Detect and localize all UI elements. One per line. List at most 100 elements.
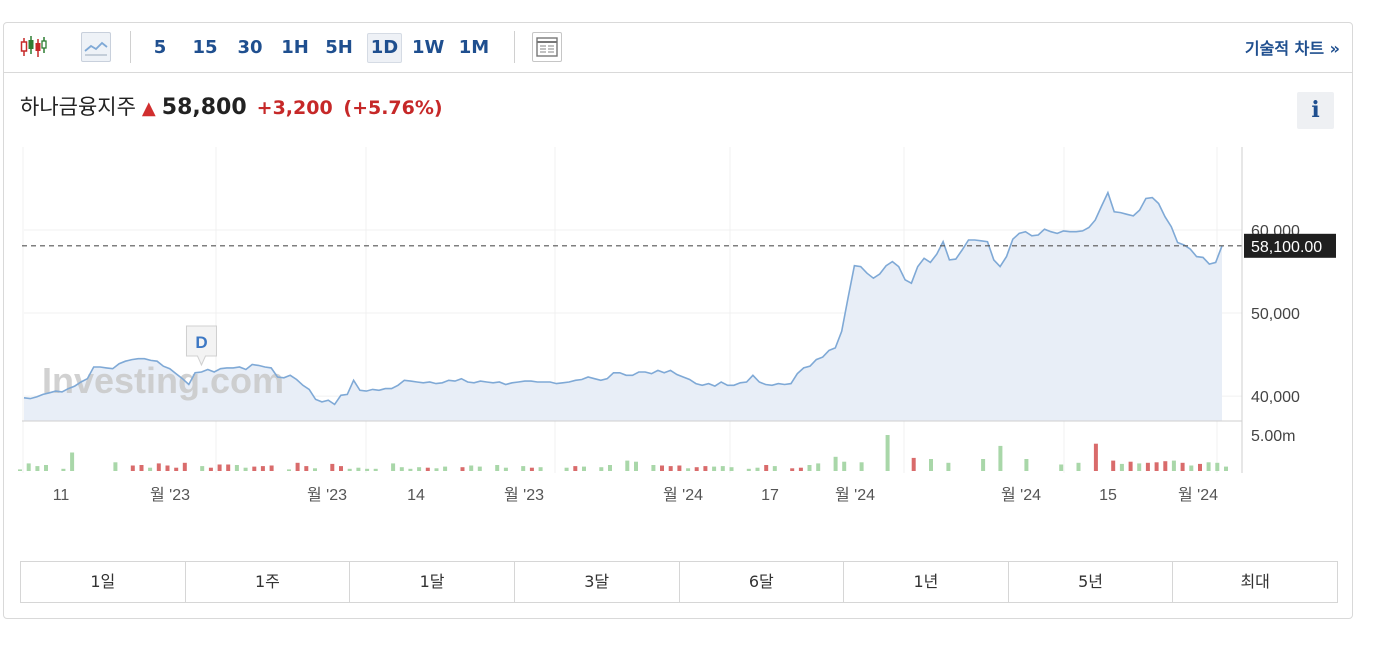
volume-bar (391, 463, 396, 471)
volume-bar (356, 467, 361, 471)
volume-bar (44, 465, 48, 471)
volume-bar (608, 465, 612, 471)
volume-bar (295, 462, 300, 471)
interval-15[interactable]: 15 (192, 37, 218, 58)
volume-bar (807, 465, 812, 471)
range-1y[interactable]: 1년 (844, 562, 1009, 602)
range-5y[interactable]: 5년 (1009, 562, 1174, 602)
x-tick-label: 15 (1099, 487, 1117, 504)
price-label-text: 58,100.00 (1251, 239, 1322, 256)
y-tick-label: 50,000 (1251, 306, 1300, 323)
line-chart-icon[interactable] (81, 32, 111, 62)
x-axis: 11 월 '23 월 '23 14 월 '23 월 '24 17 월 '24 월 '24 15 월 … (53, 486, 1218, 504)
volume-bar (70, 452, 75, 471)
volume-bar (469, 465, 474, 471)
range-1w[interactable]: 1주 (186, 562, 351, 602)
range-1d[interactable]: 1일 (21, 562, 186, 602)
volume-bar (772, 466, 777, 471)
x-tick-label: 월 '23 (307, 486, 347, 504)
volume-bar (35, 466, 40, 471)
volume-bar (26, 463, 31, 471)
volume-bar (304, 466, 309, 471)
volume-bar (260, 466, 265, 471)
price-label-box (1244, 233, 1336, 258)
volume-bar (226, 464, 231, 471)
volume-bar (885, 435, 890, 471)
volume-bar (243, 467, 248, 471)
volume-bar (703, 466, 708, 471)
volume-bar (929, 459, 933, 471)
volume-bar (668, 466, 673, 471)
interval-5h[interactable]: 5H (325, 37, 353, 58)
x-tick-label: 월 '23 (504, 486, 544, 504)
interval-1m[interactable]: 1M (458, 37, 490, 58)
volume-bar (252, 466, 257, 471)
dividend-marker: D (185, 325, 217, 367)
range-6mo[interactable]: 6달 (680, 562, 845, 602)
volume-bar (365, 468, 370, 471)
interval-1h[interactable]: 1H (281, 37, 309, 58)
volume-bar (495, 465, 500, 471)
volume-bar (1154, 462, 1159, 471)
volume-bar (1163, 461, 1168, 471)
volume-bar (313, 468, 317, 471)
volume-bar (816, 463, 821, 471)
volume-bar (538, 467, 543, 471)
volume-bar (1171, 460, 1176, 471)
volume-bar (373, 468, 378, 471)
volume-bar (339, 466, 343, 471)
range-3mo[interactable]: 3달 (515, 562, 680, 602)
toolbar-divider (514, 31, 515, 63)
x-tick-label: 월 '23 (150, 486, 190, 504)
table-layout-icon[interactable] (532, 32, 562, 62)
volume-bar (1206, 462, 1211, 471)
range-selector: 1일 1주 1달 3달 6달 1년 5년 최대 (20, 561, 1338, 603)
volume-bar (790, 468, 795, 471)
volume-bar (234, 465, 239, 471)
interval-1w[interactable]: 1W (412, 37, 445, 58)
volume-bar (660, 465, 664, 471)
interval-1d[interactable]: 1D (367, 33, 402, 63)
volume-bar (981, 459, 986, 471)
info-icon[interactable]: i (1297, 92, 1334, 129)
volume-bar (599, 467, 604, 471)
x-tick-label: 11 (53, 487, 70, 504)
volume-bar (18, 469, 22, 471)
price-line (23, 190, 1223, 406)
volume-bar (443, 466, 448, 471)
volume-bar (842, 461, 847, 471)
up-arrow-icon: ▲ (141, 98, 156, 119)
range-1mo[interactable]: 1달 (350, 562, 515, 602)
toolbar-divider (130, 31, 131, 63)
volume-bar (529, 467, 534, 471)
volume-bar (833, 456, 838, 471)
candlestick-icon[interactable] (18, 32, 48, 62)
volume-bar (399, 467, 404, 471)
volume-bar (729, 467, 734, 471)
volume-bar (113, 462, 118, 471)
price-area (24, 192, 1222, 421)
volume-bar (998, 445, 1003, 471)
volume-bar (1111, 460, 1116, 471)
volume-bar (859, 462, 864, 471)
technical-chart-link[interactable]: 기술적 차트 » (1244, 39, 1340, 58)
volume-bar (582, 466, 586, 471)
chart-toolbar: 5 15 30 1H 5H 1D 1W 1M 기술적 차트 » (4, 23, 1352, 73)
x-tick-label: 17 (761, 487, 779, 504)
volume-bar (521, 466, 526, 471)
interval-5[interactable]: 5 (153, 37, 167, 58)
instrument-name: 하나금융지주 (20, 95, 136, 119)
volume-bar (1076, 462, 1081, 471)
volume-bar (269, 465, 274, 471)
volume-bar (200, 466, 205, 471)
x-tick-label: 월 '24 (663, 486, 703, 504)
x-tick-label: 14 (407, 487, 425, 504)
interval-30[interactable]: 30 (237, 37, 263, 58)
volume-bar (130, 465, 135, 471)
volume-bar (798, 467, 803, 471)
volume-bars (18, 435, 1228, 471)
range-max[interactable]: 최대 (1240, 572, 1270, 591)
volume-bar (712, 466, 717, 471)
